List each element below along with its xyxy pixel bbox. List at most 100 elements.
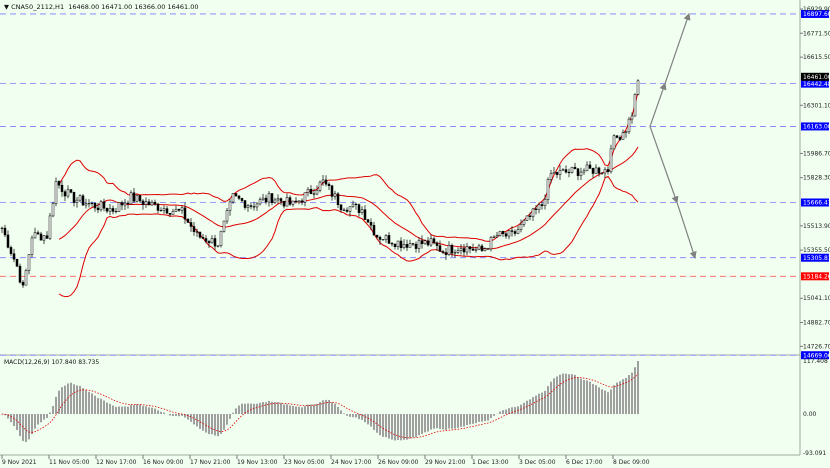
level-label: 15305.81 bbox=[803, 255, 830, 262]
candle bbox=[471, 248, 475, 251]
macd-histogram-bar bbox=[169, 414, 171, 416]
macd-histogram-bar bbox=[637, 361, 639, 414]
macd-histogram-bar bbox=[538, 393, 540, 414]
level-label: 15184.26 bbox=[803, 274, 830, 281]
macd-histogram-bar bbox=[241, 403, 243, 414]
candle bbox=[414, 243, 418, 249]
macd-histogram-bar bbox=[403, 414, 405, 440]
candle bbox=[114, 211, 118, 213]
candle bbox=[477, 245, 481, 250]
candle bbox=[204, 238, 208, 242]
candle bbox=[21, 282, 25, 286]
macd-histogram-bar bbox=[46, 414, 48, 419]
candle bbox=[294, 200, 298, 203]
price-tick-label: 14726.70 bbox=[803, 343, 830, 350]
candle bbox=[201, 237, 205, 239]
macd-histogram-bar bbox=[187, 414, 189, 420]
macd-histogram-bar bbox=[175, 414, 177, 417]
macd-histogram-bar bbox=[601, 389, 603, 414]
chart-title: ▼ CNA50_2112,H1 16468.00 16471.00 16366.… bbox=[4, 3, 199, 11]
candle bbox=[369, 222, 373, 226]
candle bbox=[336, 193, 340, 205]
candle bbox=[507, 230, 511, 237]
candle bbox=[429, 238, 433, 246]
candle bbox=[84, 203, 88, 206]
macd-histogram-bar bbox=[334, 403, 336, 414]
macd-histogram-bar bbox=[232, 412, 234, 414]
macd-histogram-bar bbox=[490, 414, 492, 418]
candle bbox=[375, 234, 379, 238]
macd-histogram-bar bbox=[589, 381, 591, 414]
macd-histogram-bar bbox=[277, 402, 279, 414]
macd-histogram-bar bbox=[436, 414, 438, 429]
candle bbox=[123, 202, 127, 206]
candle bbox=[468, 246, 472, 250]
macd-histogram-bar bbox=[235, 408, 237, 414]
macd-histogram-bar bbox=[346, 414, 348, 416]
macd-histogram-bar bbox=[427, 414, 429, 432]
macd-histogram-bar bbox=[298, 406, 300, 414]
macd-histogram-bar bbox=[286, 404, 288, 414]
macd-histogram-bar bbox=[385, 414, 387, 438]
candle bbox=[543, 199, 547, 206]
candle bbox=[513, 231, 517, 234]
macd-histogram-bar bbox=[40, 414, 42, 423]
candle bbox=[219, 230, 223, 246]
price-tick-label: 14882.70 bbox=[803, 320, 830, 327]
macd-histogram-bar bbox=[337, 406, 339, 414]
macd-tick-label: 0.00 bbox=[803, 411, 817, 418]
time-label: 26 Nov 09:00 bbox=[378, 459, 419, 466]
macd-histogram-bar bbox=[343, 413, 345, 414]
candle bbox=[174, 208, 178, 212]
candle bbox=[189, 222, 193, 227]
macd-histogram-bar bbox=[265, 402, 267, 414]
candle bbox=[81, 195, 85, 206]
candle bbox=[573, 166, 577, 169]
candle bbox=[486, 248, 490, 250]
time-label: 19 Nov 13:00 bbox=[237, 459, 278, 466]
macd-histogram-bar bbox=[421, 414, 423, 435]
time-label: 1 Dec 13:00 bbox=[472, 459, 509, 466]
macd-histogram-bar bbox=[304, 406, 306, 414]
candle bbox=[42, 235, 46, 241]
candle bbox=[285, 197, 289, 207]
macd-histogram-bar bbox=[472, 414, 474, 424]
macd-histogram-bar bbox=[73, 384, 75, 414]
macd-histogram-bar bbox=[124, 406, 126, 414]
macd-histogram-bar bbox=[325, 399, 327, 414]
candle bbox=[624, 131, 628, 133]
candle bbox=[555, 172, 559, 175]
price-tick-label: 16771.50 bbox=[803, 30, 830, 37]
candle bbox=[450, 245, 454, 254]
macd-histogram-bar bbox=[478, 414, 480, 422]
candle bbox=[255, 203, 259, 208]
macd-histogram-bar bbox=[466, 414, 468, 426]
macd-histogram-bar bbox=[34, 414, 36, 429]
candle bbox=[546, 179, 550, 200]
symbol: CNA50_2112,H1 bbox=[11, 3, 65, 11]
macd-histogram-bar bbox=[463, 414, 465, 427]
candle bbox=[102, 201, 106, 209]
candle bbox=[405, 244, 409, 248]
macd-histogram-bar bbox=[58, 390, 60, 414]
macd-histogram-bar bbox=[583, 379, 585, 414]
candle bbox=[483, 248, 487, 251]
candle bbox=[258, 199, 262, 205]
candle bbox=[69, 189, 73, 193]
macd-histogram-bar bbox=[562, 373, 564, 414]
candle bbox=[225, 210, 229, 222]
macd-histogram-bar bbox=[367, 414, 369, 425]
macd-histogram-bar bbox=[67, 383, 69, 414]
macd-histogram-bar bbox=[328, 400, 330, 414]
macd-histogram-bar bbox=[22, 414, 24, 442]
macd-histogram-bar bbox=[541, 392, 543, 414]
macd-histogram-bar bbox=[181, 414, 183, 416]
candle bbox=[156, 203, 160, 211]
candle bbox=[144, 201, 148, 205]
candle bbox=[438, 245, 442, 252]
macd-histogram-bar bbox=[151, 407, 153, 414]
candle bbox=[315, 190, 319, 195]
candle bbox=[75, 199, 79, 203]
candle bbox=[210, 238, 214, 244]
